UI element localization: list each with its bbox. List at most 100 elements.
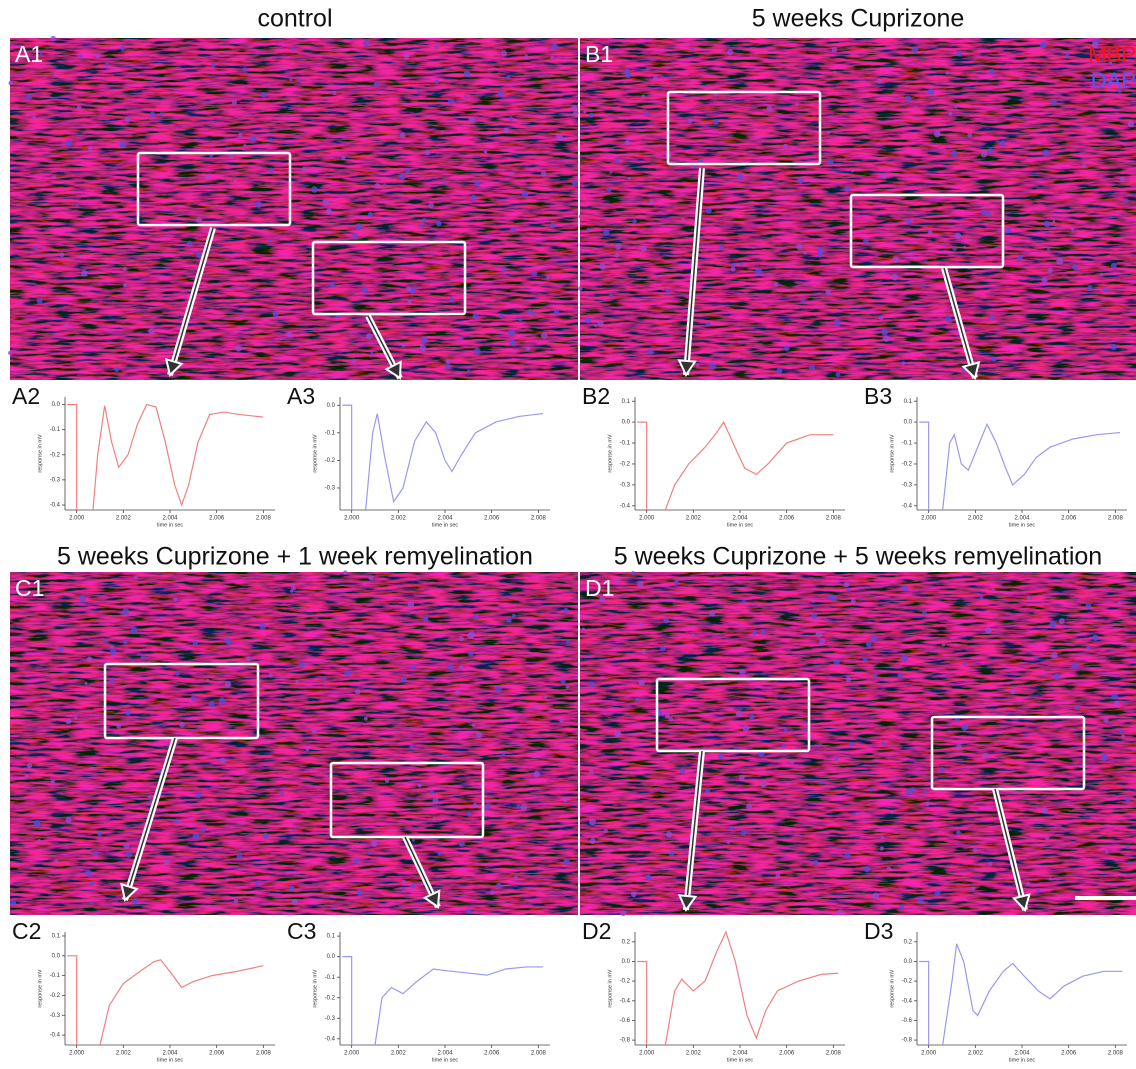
nucleus <box>352 232 359 239</box>
arrow-shaft-inner <box>124 737 176 901</box>
nucleus <box>563 859 568 864</box>
nucleus <box>679 768 685 774</box>
nucleus <box>927 229 933 235</box>
y-tick-label: -0.2 <box>620 979 631 985</box>
nucleus <box>967 132 973 138</box>
y-axis-label: response in mV <box>37 969 43 1008</box>
y-tick-label: 0.0 <box>52 953 61 959</box>
y-tick-label: -0.4 <box>50 503 61 509</box>
image-label: C1 <box>15 575 44 601</box>
nucleus <box>713 119 719 125</box>
nucleus <box>818 743 822 747</box>
region-box <box>103 662 260 740</box>
nucleus <box>26 762 33 769</box>
nucleus <box>325 208 332 215</box>
nucleus <box>665 288 670 293</box>
nucleus <box>104 62 109 67</box>
nucleus <box>463 70 471 78</box>
nucleus <box>559 718 564 724</box>
nucleus <box>873 673 878 678</box>
nucleus <box>901 584 909 592</box>
nucleus <box>242 67 247 72</box>
nucleus <box>927 88 935 95</box>
y-tick-label: -0.3 <box>902 482 913 488</box>
nucleus <box>1107 49 1111 53</box>
nucleus <box>910 787 916 793</box>
nucleus <box>740 830 747 836</box>
nucleus <box>37 838 41 843</box>
nucleus <box>280 791 285 796</box>
image-label: A1 <box>15 41 43 67</box>
arrow-head <box>677 359 697 378</box>
y-tick-label: -0.1 <box>325 975 336 981</box>
nucleus <box>485 799 489 803</box>
nucleus <box>123 639 128 645</box>
nucleus <box>797 177 804 184</box>
x-tick-label: 2.004 <box>437 1051 453 1057</box>
legend-mbp: MBP <box>1088 42 1136 67</box>
nucleus <box>635 697 639 702</box>
nucleus <box>735 710 743 718</box>
nucleus <box>533 770 541 778</box>
nucleus <box>681 217 685 221</box>
nucleus <box>549 222 556 229</box>
nucleus <box>901 654 909 662</box>
nucleus <box>449 296 454 302</box>
nucleus <box>355 223 363 231</box>
nucleus <box>608 293 614 299</box>
x-tick-label: 2.008 <box>256 1051 272 1057</box>
nucleus <box>219 757 226 764</box>
x-tick-label: 2.006 <box>1061 516 1077 522</box>
nucleus <box>36 298 43 305</box>
nucleus <box>646 66 650 71</box>
nucleus <box>503 127 510 134</box>
nucleus <box>196 251 203 259</box>
response-chart: C3 0.1 0.0 -0.1 -0.2 -0.3 -0.4 2.000 2.002 2.004 2… <box>287 918 550 1063</box>
nucleus <box>1100 754 1108 761</box>
nucleus <box>578 214 582 219</box>
nucleus <box>954 105 958 109</box>
nucleus <box>577 286 583 291</box>
x-tick-label: 2.004 <box>732 516 748 522</box>
nucleus <box>409 744 415 750</box>
nucleus <box>417 783 422 788</box>
nucleus <box>1099 272 1104 277</box>
nucleus <box>647 348 654 355</box>
nucleus <box>109 678 115 684</box>
x-tick-label: 2.006 <box>209 1051 225 1057</box>
y-axis-label: response in mV <box>312 434 318 473</box>
nucleus <box>784 345 790 351</box>
nucleus <box>224 681 232 688</box>
nucleus <box>1041 807 1048 814</box>
response-trace <box>342 404 544 511</box>
nucleus <box>982 752 988 759</box>
x-axis-label: time in sec <box>727 522 754 528</box>
nucleus <box>479 784 483 789</box>
nucleus <box>466 369 471 374</box>
nucleus <box>1124 198 1129 204</box>
nucleus <box>540 170 547 177</box>
nucleus <box>833 658 840 666</box>
nucleus <box>132 897 139 905</box>
nucleus <box>87 146 93 151</box>
y-tick-label: -0.3 <box>325 1016 336 1022</box>
micrograph <box>7 35 579 380</box>
nucleus <box>1051 99 1058 106</box>
nucleus <box>934 890 941 897</box>
nucleus <box>819 638 826 646</box>
y-tick-label: -0.3 <box>50 1013 61 1019</box>
nucleus <box>123 283 128 288</box>
nucleus <box>1126 845 1130 850</box>
arrow-head <box>961 360 981 380</box>
nucleus <box>1034 655 1038 659</box>
nucleus <box>531 270 538 277</box>
nucleus <box>955 830 961 835</box>
nucleus <box>963 245 967 249</box>
nucleus <box>331 906 335 910</box>
nucleus <box>845 676 852 683</box>
nucleus <box>195 792 202 798</box>
nucleus <box>961 723 969 731</box>
nucleus <box>233 898 239 904</box>
nucleus <box>466 908 472 914</box>
nucleus <box>475 731 483 739</box>
